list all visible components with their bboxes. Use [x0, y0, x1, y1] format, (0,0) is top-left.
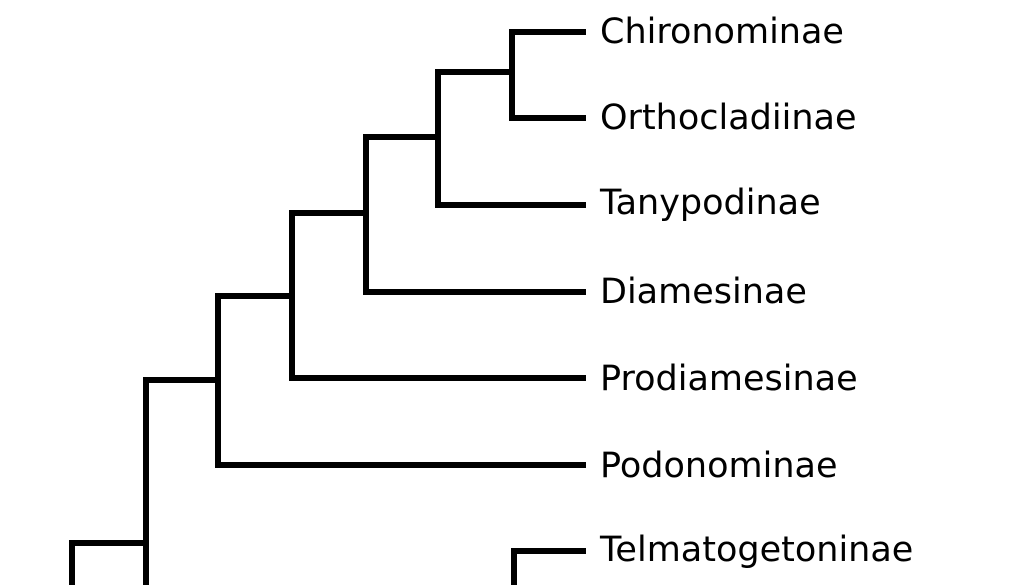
leaf-label-diamesinae: Diamesinae [600, 272, 807, 312]
leaf-label-tanypodinae: Tanypodinae [600, 183, 821, 223]
leaf-label-chironominae: Chironominae [600, 12, 844, 52]
leaf-label-telmatogetoninae: Telmatogetoninae [600, 530, 914, 570]
leaf-label-podonominae: Podonominae [600, 446, 838, 486]
leaf-label-prodiamesinae: Prodiamesinae [600, 359, 858, 399]
leaf-label-orthocladiinae: Orthocladiinae [600, 98, 857, 138]
